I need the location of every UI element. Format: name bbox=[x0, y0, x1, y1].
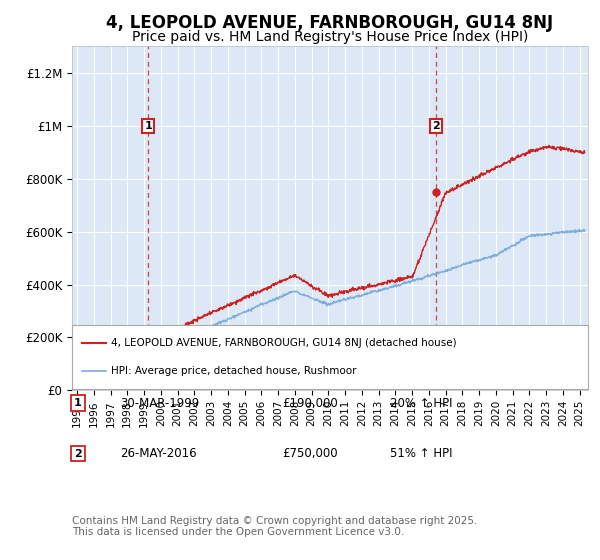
Text: 51% ↑ HPI: 51% ↑ HPI bbox=[390, 447, 452, 460]
Text: 2: 2 bbox=[432, 121, 440, 131]
Text: £750,000: £750,000 bbox=[282, 447, 338, 460]
Text: £190,000: £190,000 bbox=[282, 396, 338, 410]
Text: 26-MAY-2016: 26-MAY-2016 bbox=[120, 447, 197, 460]
Title: Price paid vs. HM Land Registry's House Price Index (HPI): Price paid vs. HM Land Registry's House … bbox=[132, 30, 528, 44]
Text: Contains HM Land Registry data © Crown copyright and database right 2025.
This d: Contains HM Land Registry data © Crown c… bbox=[72, 516, 478, 537]
Text: 2: 2 bbox=[74, 449, 82, 459]
Text: 20% ↑ HPI: 20% ↑ HPI bbox=[390, 396, 452, 410]
Text: 1: 1 bbox=[145, 121, 152, 131]
Text: 4, LEOPOLD AVENUE, FARNBOROUGH, GU14 8NJ (detached house): 4, LEOPOLD AVENUE, FARNBOROUGH, GU14 8NJ… bbox=[110, 338, 457, 348]
Text: 4, LEOPOLD AVENUE, FARNBOROUGH, GU14 8NJ: 4, LEOPOLD AVENUE, FARNBOROUGH, GU14 8NJ bbox=[106, 14, 554, 32]
Text: 1: 1 bbox=[74, 398, 82, 408]
Text: 30-MAR-1999: 30-MAR-1999 bbox=[120, 396, 199, 410]
Text: HPI: Average price, detached house, Rushmoor: HPI: Average price, detached house, Rush… bbox=[110, 366, 356, 376]
